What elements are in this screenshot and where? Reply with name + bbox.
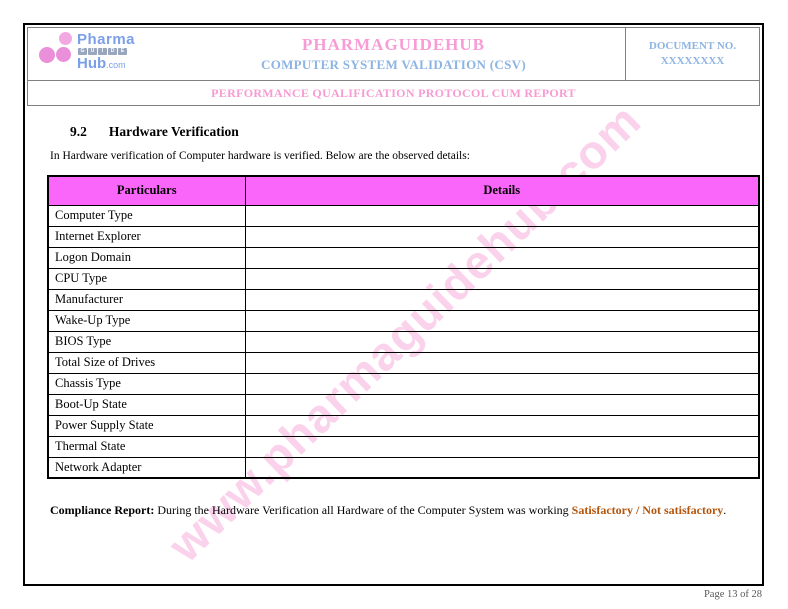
details-cell: [244, 414, 760, 437]
table-row: Thermal State: [47, 435, 760, 458]
table-row: Wake-Up Type: [47, 309, 760, 332]
details-cell: [244, 267, 760, 290]
table-header-row: Particulars Details: [47, 175, 760, 206]
section-heading: 9.2 Hardware Verification: [70, 124, 239, 140]
logo-guide-letter: D: [108, 48, 117, 55]
particular-cell: Boot-Up State: [47, 393, 246, 416]
details-cell: [244, 204, 760, 227]
table-row: BIOS Type: [47, 330, 760, 353]
compliance-highlight: Satisfactory / Not satisfactory: [571, 503, 724, 517]
intro-paragraph: In Hardware verification of Computer har…: [50, 150, 470, 162]
compliance-text: During the Hardware Verification all Har…: [154, 503, 572, 517]
logo-circle-right: [56, 47, 71, 62]
particular-cell: Power Supply State: [47, 414, 246, 437]
particular-cell: Logon Domain: [47, 246, 246, 269]
compliance-report: Compliance Report: During the Hardware V…: [50, 503, 766, 518]
details-cell: [244, 225, 760, 248]
logo-guide-letter: E: [118, 48, 127, 55]
protocol-band: PERFORMANCE QUALIFICATION PROTOCOL CUM R…: [27, 81, 760, 106]
particular-cell: CPU Type: [47, 267, 246, 290]
particular-cell: BIOS Type: [47, 330, 246, 353]
hardware-table-body: Computer Type Internet Explorer Logon Doma…: [47, 204, 760, 479]
table-row: Network Adapter: [47, 456, 760, 479]
table-row: Manufacturer: [47, 288, 760, 311]
table-row: Boot-Up State: [47, 393, 760, 416]
table-row: Power Supply State: [47, 414, 760, 437]
logo-guide-row: G U I D E: [78, 48, 135, 55]
details-cell: [244, 330, 760, 353]
section-title: Hardware Verification: [108, 124, 239, 139]
details-cell: [244, 288, 760, 311]
page-number: Page 13 of 28: [703, 589, 762, 600]
logo-circle-left: [39, 47, 55, 63]
table-row: Logon Domain: [47, 246, 760, 269]
details-cell: [244, 372, 760, 395]
hardware-verification-table: Particulars Details Computer Type Interne…: [47, 175, 760, 479]
particular-cell: Wake-Up Type: [47, 309, 246, 332]
particular-cell: Chassis Type: [47, 372, 246, 395]
particular-cell: Manufacturer: [47, 288, 246, 311]
logo-guide-letter: I: [98, 48, 107, 55]
header-top-row: Pharma G U I D E Hub.com PHARMAGUIDEHUB …: [27, 27, 760, 81]
particular-cell: Network Adapter: [47, 456, 246, 479]
page-border: [23, 23, 764, 586]
company-title: PHARMAGUIDEHUB: [301, 35, 486, 54]
pharmaguidehub-logo: Pharma G U I D E Hub.com: [32, 31, 182, 77]
details-cell: [244, 435, 760, 458]
details-cell: [244, 351, 760, 374]
logo-guide-letter: U: [88, 48, 97, 55]
logo-circle-top: [59, 32, 72, 45]
header-titles: PHARMAGUIDEHUB COMPUTER SYSTEM VALIDATIO…: [28, 28, 759, 80]
document-number-cell: DOCUMENT NO. XXXXXXXX: [625, 28, 759, 80]
particular-cell: Total Size of Drives: [47, 351, 246, 374]
logo-com-text: .com: [106, 60, 126, 70]
document-number-value: XXXXXXXX: [660, 55, 725, 67]
details-cell: [244, 246, 760, 269]
particular-cell: Thermal State: [47, 435, 246, 458]
document-number-label: DOCUMENT NO.: [648, 40, 737, 53]
compliance-period: .: [723, 503, 727, 517]
document-subtitle: COMPUTER SYSTEM VALIDATION (CSV): [261, 57, 526, 72]
compliance-label: Compliance Report:: [50, 503, 155, 517]
logo-hub-label: Hub.com: [77, 56, 135, 72]
table-row: Chassis Type: [47, 372, 760, 395]
table-row: Total Size of Drives: [47, 351, 760, 374]
particular-cell: Internet Explorer: [47, 225, 246, 248]
table-row: Computer Type: [47, 204, 760, 227]
details-cell: [244, 393, 760, 416]
particular-cell: Computer Type: [47, 204, 246, 227]
logo-hub-text: Hub: [77, 55, 107, 72]
logo-pharma-label: Pharma: [77, 31, 136, 48]
details-cell: [244, 309, 760, 332]
details-header: Details: [244, 175, 760, 206]
logo-guide-letter: G: [78, 48, 87, 55]
section-number: 9.2: [70, 124, 87, 139]
document-header: Pharma G U I D E Hub.com PHARMAGUIDEHUB …: [27, 27, 760, 106]
logo-text: Pharma G U I D E Hub.com: [77, 32, 135, 72]
table-row: CPU Type: [47, 267, 760, 290]
table-row: Internet Explorer: [47, 225, 760, 248]
particulars-header: Particulars: [47, 175, 246, 206]
details-cell: [244, 456, 760, 479]
